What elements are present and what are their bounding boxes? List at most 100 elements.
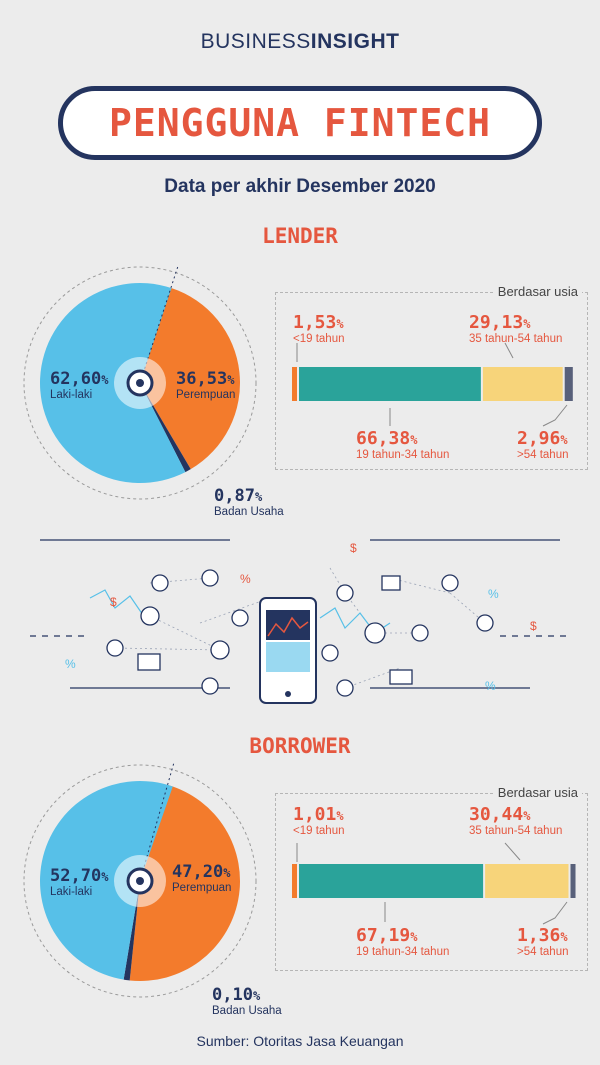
edge — [199, 597, 271, 624]
age-value: 1,36 — [517, 925, 561, 946]
percent-icon: % — [65, 657, 76, 671]
leader-line — [504, 842, 521, 861]
pie-outline — [23, 764, 257, 998]
age-bar-segment — [292, 864, 297, 898]
dollar-sign-icon: $ — [110, 595, 117, 609]
pie-center-core — [136, 877, 144, 885]
lender-pie-chart — [23, 266, 257, 500]
slice-value: 0,10 — [212, 985, 253, 1005]
laptop-icon — [389, 669, 413, 685]
borrower-leader-lines — [296, 842, 568, 925]
borrower-age-19-34: 67,19% 19 tahun-34 tahun — [356, 925, 449, 958]
brand-logo: BUSINESSINSIGHT — [0, 30, 600, 54]
slice-value: 52,70 — [50, 866, 102, 886]
age-label: 19 tahun-34 tahun — [356, 449, 450, 461]
source-note: Sumber: Otoritas Jasa Keuangan — [196, 1033, 404, 1049]
edge — [149, 615, 221, 651]
subtitle: Data per akhir Desember 2020 — [164, 176, 436, 197]
leader-line — [504, 342, 514, 359]
age-unit: % — [410, 930, 418, 944]
dollar-coin-icon — [106, 639, 124, 657]
dollar-sign-icon: $ — [530, 619, 537, 633]
monitor-icon — [137, 653, 161, 671]
lender-leader-lines — [296, 342, 568, 427]
age-unit: % — [523, 809, 531, 823]
dollar-sign-icon: $ — [350, 541, 357, 555]
lender-pie-slices — [39, 266, 240, 483]
phone-chart-line — [267, 616, 309, 637]
percent-icon: % — [240, 572, 251, 586]
age-bar-segment — [292, 367, 297, 401]
borrower-slice-business: 0,10% Badan Usaha — [212, 985, 282, 1017]
brand-suffix: INSIGHT — [310, 30, 400, 53]
section-title-borrower: BORROWER — [249, 734, 351, 758]
borrower-age-segments — [292, 864, 576, 898]
age-unit: % — [336, 809, 344, 823]
age-label: 35 tahun-54 tahun — [469, 333, 563, 345]
section-title-lender: LENDER — [262, 224, 338, 248]
slice-label: Badan Usaha — [212, 1005, 282, 1017]
dollar-coin-icon — [201, 677, 219, 695]
fintech-network-illustration: $ % $ $ % % % — [30, 539, 570, 704]
phone-button — [285, 691, 291, 697]
slice-value: 0,87 — [214, 486, 255, 506]
age-label: <19 tahun — [293, 333, 345, 345]
age-value: 1,01 — [293, 804, 337, 825]
bitcoin-icon — [210, 640, 230, 660]
pie-slice-perempuan — [129, 784, 240, 981]
age-value: 1,53 — [293, 312, 337, 333]
age-unit: % — [560, 433, 568, 447]
lender-age-bar — [292, 367, 573, 401]
lender-age-box — [275, 292, 588, 470]
age-bar-segment — [570, 864, 576, 898]
slice-unit: % — [252, 989, 261, 1003]
borrower-age-box — [275, 793, 588, 971]
age-value: 2,96 — [517, 428, 561, 449]
borrower-slice-male: 52,70% Laki-laki — [50, 866, 108, 898]
borrower-pie-chart — [23, 763, 257, 998]
slice-value: 47,20 — [172, 862, 224, 882]
slice-label: Perempuan — [176, 389, 236, 401]
slice-unit: % — [223, 866, 231, 880]
pie-slice-laki-laki — [40, 781, 173, 980]
slice-label: Badan Usaha — [214, 506, 284, 518]
lender-age-35-54: 29,13% 35 tahun-54 tahun — [469, 312, 562, 345]
age-value: 67,19 — [356, 925, 411, 946]
borrower-age-caption: Berdasar usia — [493, 785, 582, 800]
lender-age-19-34: 66,38% 19 tahun-34 tahun — [356, 428, 449, 461]
age-value: 66,38 — [356, 428, 411, 449]
borrower-age-35-54: 30,44% 35 tahun-54 tahun — [469, 804, 562, 837]
pie-outline — [23, 266, 257, 500]
network-node-icons — [106, 569, 494, 697]
borrower-age-lt19: 1,01% <19 tahun — [293, 804, 344, 837]
age-value: 30,44 — [469, 804, 524, 825]
user-icon — [411, 624, 429, 642]
page-title: PENGGUNA FINTECH — [58, 86, 542, 160]
age-label: 35 tahun-54 tahun — [469, 825, 563, 837]
slice-unit: % — [227, 373, 235, 387]
age-bar-segment — [299, 367, 481, 401]
leader-line — [542, 404, 568, 427]
age-bar-segment — [482, 367, 563, 401]
slice-unit: % — [101, 373, 109, 387]
lender-age-segments — [292, 367, 573, 401]
age-label: >54 tahun — [517, 449, 569, 461]
chart-screen-icon — [381, 575, 401, 591]
pie-slice-laki-laki — [39, 283, 186, 483]
phone-bars — [266, 642, 310, 672]
smartphone-icon — [259, 597, 317, 704]
dollar-coin-icon — [364, 622, 386, 644]
slice-value: 62,60 — [50, 369, 102, 389]
trend-line — [89, 589, 146, 619]
lender-age-gt54: 2,96% >54 tahun — [517, 428, 568, 461]
lock-icon — [231, 609, 249, 627]
lender-slice-business: 0,87% Badan Usaha — [214, 486, 284, 518]
pie-slice-perempuan — [140, 287, 240, 470]
cloud-icon — [441, 574, 459, 592]
slice-label: Laki-laki — [50, 886, 93, 898]
borrower-age-gt54: 1,36% >54 tahun — [517, 925, 568, 958]
bitcoin-icon — [476, 614, 494, 632]
cart-icon — [201, 569, 219, 587]
bitcoin-icon — [336, 584, 354, 602]
lender-age-caption: Berdasar usia — [493, 284, 582, 299]
